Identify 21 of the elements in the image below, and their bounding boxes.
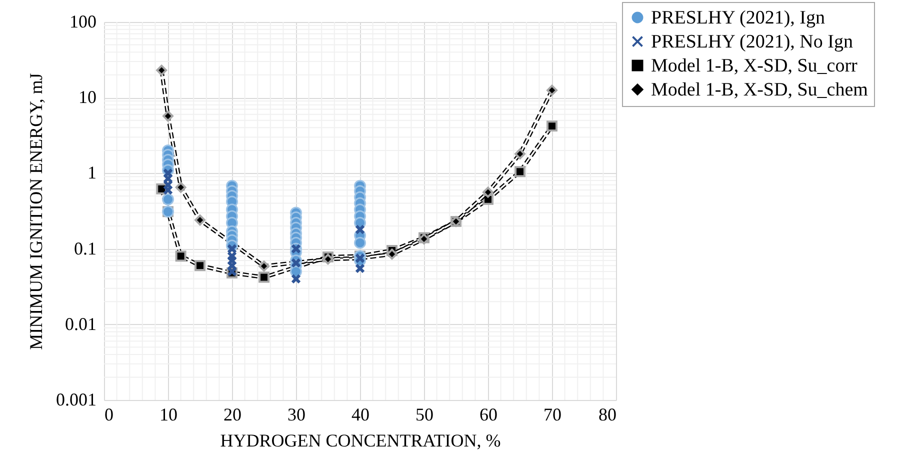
x-axis-title: HYDROGEN CONCENTRATION, % <box>220 430 501 450</box>
x-tick-label: 10 <box>160 404 178 424</box>
x-tick-label: 20 <box>224 404 242 424</box>
y-tick-label: 10 <box>78 87 96 108</box>
y-tick-label: 0.01 <box>65 314 96 334</box>
y-tick-label: 0.1 <box>74 238 96 258</box>
x-tick-label: 30 <box>288 404 306 424</box>
x-tick-label: 60 <box>480 404 498 424</box>
y-tick-label: 1 <box>88 162 96 183</box>
legend-label: Model 1-B, X-SD, Su_chem <box>651 80 868 100</box>
x-tick-label: 50 <box>416 404 434 424</box>
y-axis-title: MINIMUM IGNITION ENERGY, mJ <box>26 73 46 350</box>
x-tick-label: 70 <box>544 404 562 424</box>
x-tick-label: 80 <box>598 404 616 424</box>
x-tick-label: 0 <box>104 404 114 424</box>
legend-label: PRESLHY (2021), No Ign <box>651 32 854 52</box>
legend-label: Model 1-B, X-SD, Su_corr <box>651 56 858 76</box>
y-tick-label: 100 <box>70 12 96 32</box>
legend-label: PRESLHY (2021), Ign <box>651 8 826 28</box>
y-tick-label: 0.001 <box>56 390 96 410</box>
x-tick-label: 40 <box>352 404 370 424</box>
